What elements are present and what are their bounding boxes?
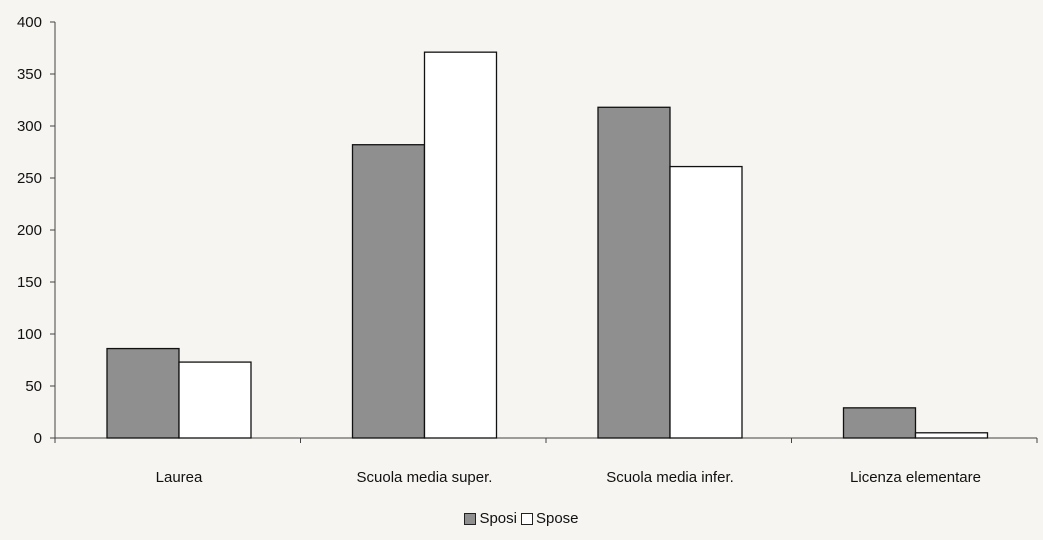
legend: Sposi Spose [0, 510, 1043, 527]
legend-label-spose: Spose [535, 510, 579, 527]
x-category-label: Licenza elementare [850, 469, 981, 486]
y-tick-label: 250 [17, 170, 42, 187]
bar-spose-2 [423, 51, 498, 439]
y-tick-label: 50 [25, 378, 42, 395]
x-category-label: Scuola media super. [357, 469, 493, 486]
legend-swatch-sposi [464, 512, 477, 525]
legend-label-sposi: Sposi [479, 510, 517, 527]
bar-spose-3 [669, 165, 743, 439]
x-category-label: Scuola media infer. [606, 469, 734, 486]
legend-item-sposi: Sposi [464, 510, 517, 527]
y-tick-label: 350 [17, 66, 42, 83]
bar-sposi-1 [106, 347, 180, 439]
bar-sposi-3 [597, 106, 671, 439]
y-tick-label: 400 [17, 14, 42, 31]
legend-swatch-spose [520, 512, 533, 525]
bar-sposi-4 [842, 407, 917, 439]
bar-chart: 0 50 100 150 200 250 300 350 400 Laurea Scuola med… [17, 14, 1038, 486]
y-tick-label: 300 [17, 118, 42, 135]
bar-spose-1 [178, 361, 252, 439]
y-tick-label: 100 [17, 326, 42, 343]
y-tick-label: 150 [17, 274, 42, 291]
bar-sposi-2 [351, 144, 426, 439]
bar-spose-4 [914, 432, 989, 439]
legend-item-spose: Spose [520, 510, 579, 527]
y-tick-label: 200 [17, 222, 42, 239]
x-category-label: Laurea [156, 469, 203, 486]
y-tick-label: 0 [34, 430, 42, 447]
